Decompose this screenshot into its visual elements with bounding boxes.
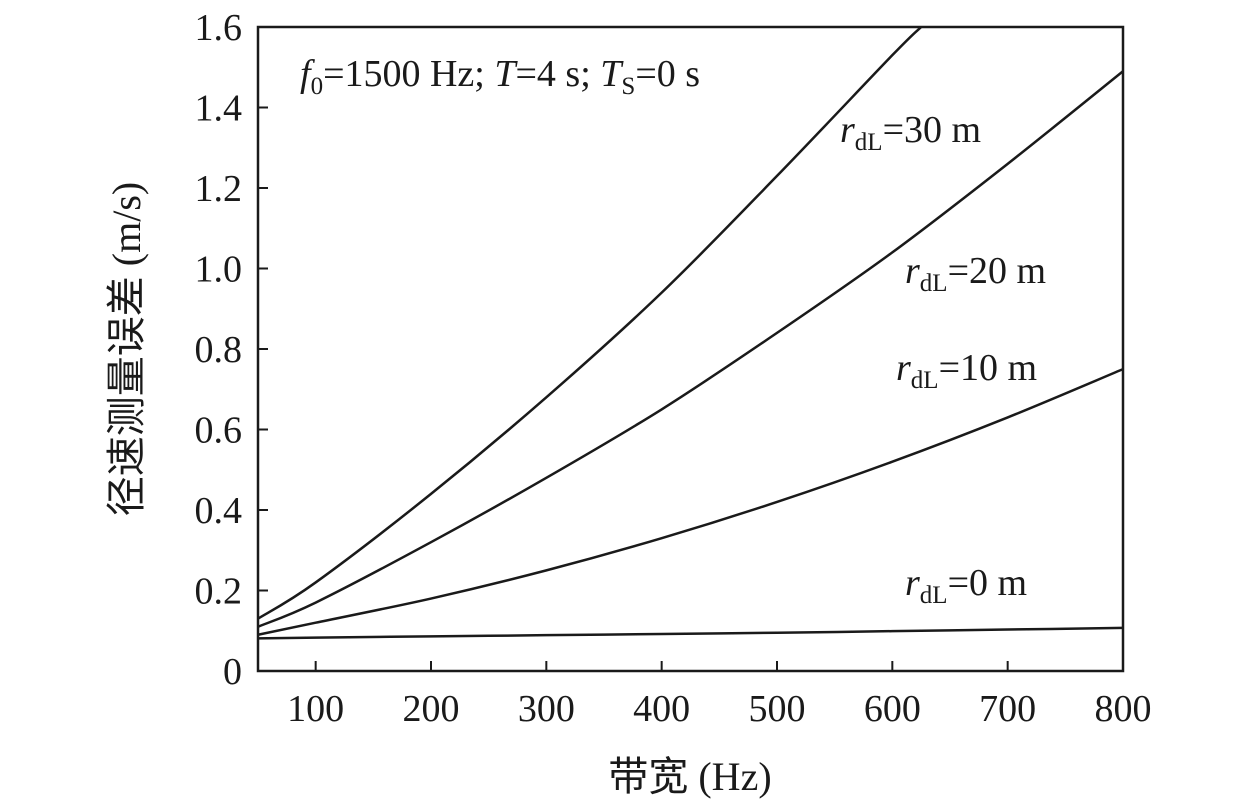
series-label-10m: rdL=10 m (896, 347, 1037, 394)
y-tick-label: 0 (223, 651, 242, 693)
y-tick-label: 0.2 (195, 571, 243, 613)
y-tick-label: 0.8 (195, 329, 243, 371)
tick-labels: 100 200 300 400 500 600 700 800 0 0.2 0.4 0.6 0.8 1.0… (195, 7, 1152, 730)
plot-frame (256, 25, 1125, 673)
series-label-20m: rdL=20 m (905, 250, 1046, 297)
y-tick-label: 1.2 (195, 168, 243, 210)
series-line-3 (257, 626, 1124, 640)
y-tick-label: 1.0 (195, 249, 243, 291)
x-tick-label: 500 (749, 688, 806, 730)
x-tick-label: 200 (403, 688, 460, 730)
series-label-30m: rdL=30 m (840, 109, 981, 156)
y-tick-label: 1.6 (195, 7, 243, 49)
x-axis-title: 带宽 (Hz) (608, 754, 771, 799)
x-tick-label: 800 (1095, 688, 1152, 730)
series-lines (257, 26, 1124, 640)
series-line-2 (257, 367, 1124, 636)
x-tick-label: 600 (864, 688, 921, 730)
y-tick-label: 0.6 (195, 410, 243, 452)
x-tick-label: 100 (287, 688, 344, 730)
y-axis-title: 径速测量误差 (m/s) (104, 182, 149, 516)
series-line-1 (257, 70, 1124, 628)
series-line-0 (257, 26, 923, 620)
x-tick-label: 300 (518, 688, 575, 730)
x-tick-label: 400 (633, 688, 690, 730)
y-tick-label: 1.4 (195, 88, 243, 130)
parameter-annotation: f0=1500 Hz; T=4 s; TS=0 s (300, 53, 700, 100)
x-tick-label: 700 (979, 688, 1036, 730)
series-label-0m: rdL=0 m (905, 562, 1027, 609)
y-tick-label: 0.4 (195, 490, 243, 532)
